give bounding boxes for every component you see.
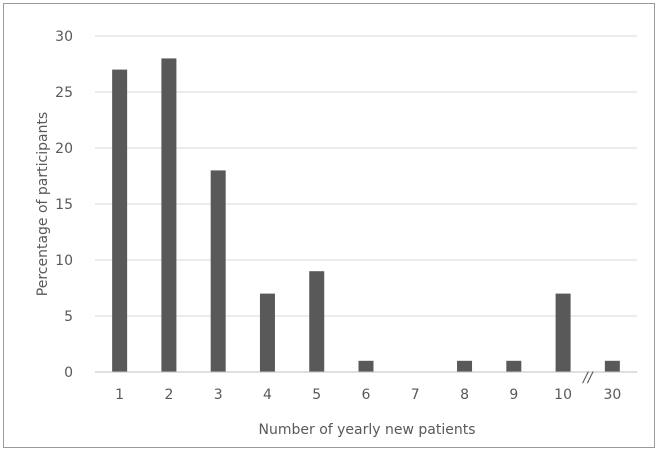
- y-tick-label-30: 30: [55, 29, 73, 45]
- y-tick-label-15: 15: [55, 197, 73, 213]
- x-tick-label-5: 5: [312, 387, 321, 403]
- y-tick-label-20: 20: [55, 141, 73, 157]
- y-tick-label-5: 5: [64, 309, 73, 325]
- x-tick-label-3: 3: [214, 387, 223, 403]
- x-tick-label-10: 10: [554, 387, 572, 403]
- bar-10: [555, 293, 571, 372]
- bar-5: [309, 271, 325, 372]
- bar-1: [112, 69, 128, 372]
- x-tick-label-9: 9: [509, 387, 518, 403]
- x-tick-label-2: 2: [164, 387, 173, 403]
- x-tick-label-6: 6: [362, 387, 371, 403]
- y-axis-label: Percentage of participants: [35, 112, 51, 296]
- x-tick-label-1: 1: [115, 387, 124, 403]
- bar-2: [161, 58, 177, 373]
- axis-break-marker: //: [581, 370, 594, 386]
- axes: 0 5 10 15 20 25 30 1 2 3 4 5 6 7 8 9 10 30 //: [55, 29, 637, 403]
- x-tick-label-7: 7: [411, 387, 420, 403]
- bar-3: [210, 170, 226, 372]
- y-tick-label-0: 0: [64, 365, 73, 381]
- x-tick-label-8: 8: [460, 387, 469, 403]
- bar-6: [358, 360, 374, 372]
- bar-30: [604, 360, 620, 372]
- bar-9: [506, 360, 522, 372]
- bar-4: [259, 293, 275, 372]
- x-tick-label-4: 4: [263, 387, 272, 403]
- y-tick-label-25: 25: [55, 85, 73, 101]
- x-tick-label-30: 30: [603, 387, 621, 403]
- y-tick-label-10: 10: [55, 253, 73, 269]
- bar-8: [457, 360, 473, 372]
- chart-frame: [3, 3, 655, 448]
- gridlines: [95, 35, 637, 317]
- bars: [112, 58, 620, 373]
- x-axis-label: Number of yearly new patients: [259, 422, 476, 438]
